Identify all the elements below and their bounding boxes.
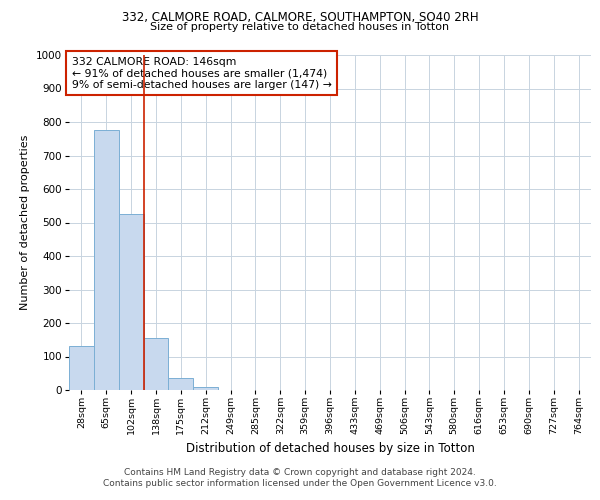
X-axis label: Distribution of detached houses by size in Totton: Distribution of detached houses by size … — [185, 442, 475, 456]
Bar — [119, 214, 143, 390]
Bar — [69, 346, 94, 390]
Text: Size of property relative to detached houses in Totton: Size of property relative to detached ho… — [151, 22, 449, 32]
Text: Contains HM Land Registry data © Crown copyright and database right 2024.
Contai: Contains HM Land Registry data © Crown c… — [103, 468, 497, 487]
Bar — [143, 338, 169, 390]
Text: 332 CALMORE ROAD: 146sqm
← 91% of detached houses are smaller (1,474)
9% of semi: 332 CALMORE ROAD: 146sqm ← 91% of detach… — [71, 56, 331, 90]
Bar — [169, 378, 193, 390]
Y-axis label: Number of detached properties: Number of detached properties — [20, 135, 31, 310]
Bar — [94, 130, 119, 390]
Bar — [193, 386, 218, 390]
Text: 332, CALMORE ROAD, CALMORE, SOUTHAMPTON, SO40 2RH: 332, CALMORE ROAD, CALMORE, SOUTHAMPTON,… — [122, 11, 478, 24]
